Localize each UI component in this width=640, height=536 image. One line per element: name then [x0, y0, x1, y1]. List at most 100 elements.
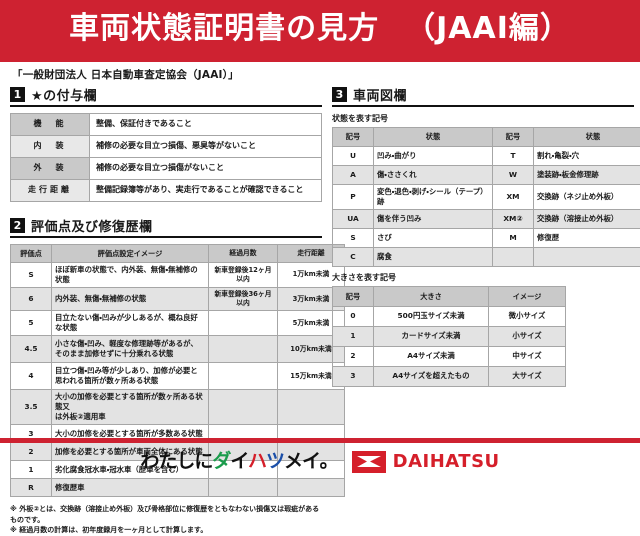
state-symbol: XM	[493, 185, 534, 210]
eval-description: 目立つ傷・凹み等が少しあり、加修が必要と思われる箇所が数ヶ所ある状態	[52, 363, 209, 390]
eval-months: 新車登録後36ヶ月以内	[209, 287, 278, 310]
star-criteria-label: 内 装	[11, 136, 90, 158]
section-1-number: 1	[10, 87, 25, 102]
footer: わたしにダイハツメイ。 DAIHATSU	[0, 443, 640, 480]
size-symbol: 2	[333, 346, 374, 366]
star-criteria-desc: 整備記録簿等があり、実走行であることが確認できること	[90, 180, 322, 202]
state-description: 交換跡（溶接止め外板）	[534, 209, 640, 228]
eval-score: 5	[11, 311, 52, 336]
daihatsu-mark-icon	[352, 451, 386, 473]
eval-months	[209, 336, 278, 363]
column-header: 評価点	[11, 245, 52, 263]
state-symbol	[493, 247, 534, 266]
eval-score: 4	[11, 363, 52, 390]
tagline-segment: ツ	[266, 450, 284, 472]
state-symbol: T	[493, 147, 534, 166]
star-criteria-label: 機 能	[11, 114, 90, 136]
table-header-row: 評価点評価点設定イメージ経過月数走行距離	[11, 245, 345, 263]
size-measure: A4サイズを超えたもの	[374, 366, 489, 386]
star-criteria-desc: 補修の必要な目立つ損傷がないこと	[90, 158, 322, 180]
size-measure: A4サイズ未満	[374, 346, 489, 366]
table-header-row: 記号状態記号状態	[333, 128, 640, 147]
column-header: イメージ	[489, 286, 566, 306]
page-title-sub: （JAAI編）	[405, 11, 571, 46]
state-symbols-heading: 状態を表す記号	[332, 113, 634, 124]
star-criteria-table: 機 能整備、保証付きであること内 装補修の必要な目立つ損傷、悪臭等がないこと外 …	[10, 113, 322, 202]
footnote-1: ※ 外板②とは、交換跡（溶接止め外板）及び骨格部位に修復歴をともなわない損傷又は…	[10, 504, 322, 525]
size-symbol: 3	[333, 366, 374, 386]
size-image-label: 微小サイズ	[489, 306, 566, 326]
section-3-heading: 3 車両図欄	[332, 85, 634, 107]
tagline-segment: イ	[230, 450, 248, 472]
state-symbol: C	[333, 247, 374, 266]
eval-months	[209, 311, 278, 336]
eval-months: 新車登録後12ヶ月以内	[209, 263, 278, 288]
eval-description: 内外装、無傷・無補修の状態	[52, 287, 209, 310]
size-measure: カードサイズ未満	[374, 326, 489, 346]
state-symbol: XM②	[493, 209, 534, 228]
tagline-segment: ハ	[248, 450, 266, 472]
state-symbol: S	[333, 228, 374, 247]
section-2-heading: 2 評価点及び修復歴欄	[10, 216, 322, 238]
section-3-title: 車両図欄	[353, 85, 407, 104]
size-symbols-heading: 大きさを表す記号	[332, 272, 634, 283]
organization-line: 「一般財団法人 日本自動車査定協会（JAAI）」	[0, 62, 640, 85]
footnote-2: ※ 経過月数の計算は、初年度録月を一ヶ月として計算します。	[10, 525, 322, 536]
eval-description: 小さな傷・凹み、軽度な修理跡等があるが、そのまま加修せずに十分乗れる状態	[52, 336, 209, 363]
section-2-title: 評価点及び修復歴欄	[31, 216, 153, 235]
column-header: 記号	[493, 128, 534, 147]
table-row: 機 能整備、保証付きであること	[11, 114, 322, 136]
tagline-segment: わたしに	[140, 450, 212, 472]
state-description: 修復歴	[534, 228, 640, 247]
eval-months	[209, 363, 278, 390]
eval-score: 6	[11, 287, 52, 310]
page-title-main: 車両状態証明書の見方	[69, 11, 379, 46]
tagline-segment: ダ	[212, 450, 230, 472]
table-header-row: 記号大きさイメージ	[333, 286, 566, 306]
column-header: 状態	[374, 128, 493, 147]
state-description: 交換跡（ネジ止め外板）	[534, 185, 640, 210]
size-measure: 500円玉サイズ未満	[374, 306, 489, 326]
eval-score: 4.5	[11, 336, 52, 363]
daihatsu-logo: DAIHATSU	[352, 451, 500, 473]
size-image-label: 大サイズ	[489, 366, 566, 386]
state-description: 凹み・曲がり	[374, 147, 493, 166]
section-2-number: 2	[10, 218, 25, 233]
star-criteria-label: 外 装	[11, 158, 90, 180]
column-header: 記号	[333, 286, 374, 306]
state-symbol: W	[493, 166, 534, 185]
state-symbol: P	[333, 185, 374, 210]
footnotes: ※ 外板②とは、交換跡（溶接止め外板）及び骨格部位に修復歴をともなわない損傷又は…	[10, 504, 322, 536]
eval-score: S	[11, 263, 52, 288]
table-row: 内 装補修の必要な目立つ損傷、悪臭等がないこと	[11, 136, 322, 158]
section-1-heading: 1 ★の付与欄	[10, 85, 322, 107]
page-title: 車両状態証明書の見方 （JAAI編）	[69, 14, 571, 44]
state-description: 割れ・亀裂・穴	[534, 147, 640, 166]
eval-score: R	[11, 479, 52, 497]
size-symbol: 0	[333, 306, 374, 326]
section-1-title: ★の付与欄	[31, 85, 97, 104]
table-row: 走行距離整備記録簿等があり、実走行であることが確認できること	[11, 180, 322, 202]
state-description: さび	[374, 228, 493, 247]
size-symbol: 1	[333, 326, 374, 346]
state-symbol: U	[333, 147, 374, 166]
eval-description: 目立たない傷・凹みが少しあるが、概ね良好な状態	[52, 311, 209, 336]
column-header: 経過月数	[209, 245, 278, 263]
eval-description: 大小の加修を必要とする箇所が数ヶ所ある状態又は外板②適用車	[52, 390, 209, 425]
tagline-segment: メイ。	[284, 450, 338, 472]
